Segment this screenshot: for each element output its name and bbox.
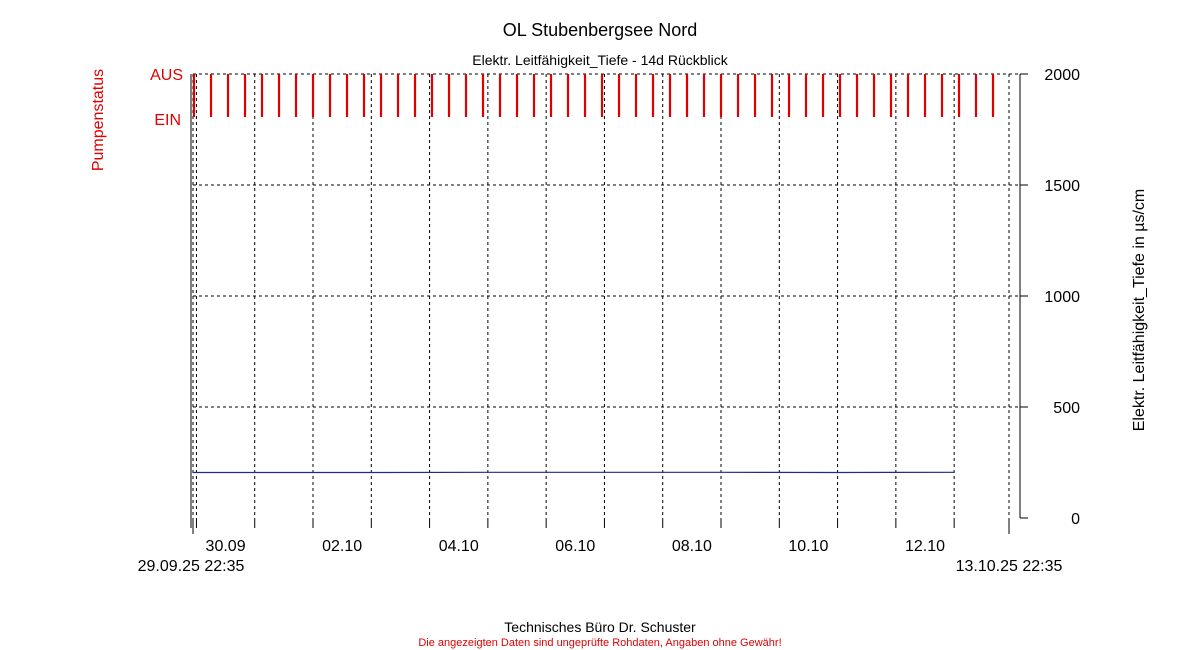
x-tick-label: 08.10	[672, 538, 712, 555]
y-axis-label: Elektr. Leitfähigkeit_Tiefe in µs/cm	[1131, 189, 1148, 432]
pump-axis-label: Pumpenstatus	[90, 69, 107, 171]
pump-ein-label: EIN	[154, 112, 181, 129]
pump-aus-label: AUS	[150, 67, 183, 84]
y-tick-label: 1000	[1044, 289, 1080, 306]
footer-company: Technisches Büro Dr. Schuster	[504, 619, 696, 635]
x-tick-label: 10.10	[788, 538, 828, 555]
footer-disclaimer: Die angezeigten Daten sind ungeprüfte Ro…	[418, 637, 781, 649]
x-tick-label: 30.09	[206, 538, 246, 555]
x-tick-label: 04.10	[439, 538, 479, 555]
y-tick-label: 2000	[1044, 67, 1080, 84]
x-start-label: 29.09.25 22:35	[138, 558, 245, 575]
x-tick-label: 02.10	[322, 538, 362, 555]
x-tick-label: 06.10	[555, 538, 595, 555]
x-axis-ticks: 30.09 02.10 04.10 06.10 08.10 10.10 12.10	[195, 518, 955, 555]
chart-subtitle: Elektr. Leitfähigkeit_Tiefe - 14d Rückbl…	[472, 52, 728, 68]
y-tick-label: 0	[1071, 511, 1080, 528]
x-end-label: 13.10.25 22:35	[956, 558, 1063, 575]
y-tick-label: 500	[1053, 400, 1080, 417]
y-axis-ticks: 0 500 1000 1500 2000	[1020, 67, 1080, 528]
x-tick-label: 12.10	[905, 538, 945, 555]
chart-title: OL Stubenbergsee Nord	[503, 20, 697, 40]
pump-status-series	[192, 74, 995, 117]
grid	[192, 73, 1020, 518]
y-tick-label: 1500	[1044, 178, 1080, 195]
